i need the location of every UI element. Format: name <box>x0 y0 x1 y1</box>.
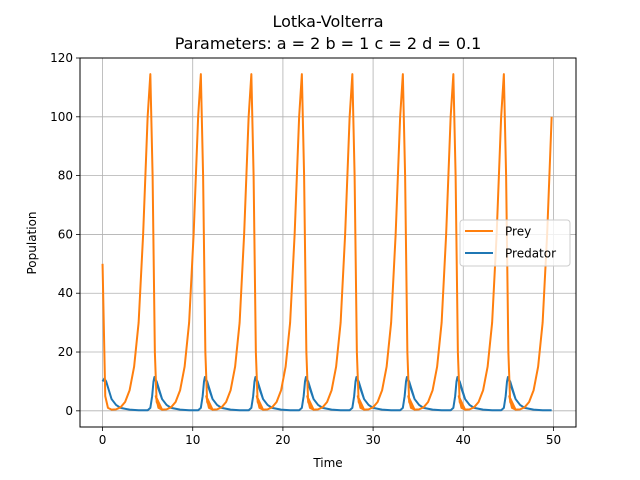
plot-frame <box>79 57 577 428</box>
x-tick-label: 0 <box>99 433 107 447</box>
y-tick-label: 60 <box>58 227 73 241</box>
chart-subtitle: Parameters: a = 2 b = 1 c = 2 d = 0.1 <box>175 34 482 53</box>
legend-predator-label: Predator <box>505 247 556 261</box>
y-tick-label: 80 <box>58 169 73 183</box>
y-axis-label: Population <box>25 211 39 274</box>
y-tick-label: 20 <box>58 345 73 359</box>
y-tick-label: 40 <box>58 286 73 300</box>
y-tick-label: 0 <box>65 404 73 418</box>
axis-ticks: 0 10 20 30 40 50 0 20 40 60 80 100 120 <box>50 51 561 447</box>
chart-title: Lotka-Volterra <box>272 12 383 31</box>
prey-line <box>101 73 553 411</box>
x-tick-label: 30 <box>365 433 380 447</box>
x-tick-label: 50 <box>546 433 561 447</box>
legend-prey-label: Prey <box>505 225 531 239</box>
legend: Prey Predator <box>459 219 571 267</box>
predator-line <box>101 376 552 412</box>
x-tick-label: 20 <box>275 433 290 447</box>
x-axis-label: Time <box>312 456 342 470</box>
x-tick-label: 40 <box>456 433 471 447</box>
y-tick-label: 120 <box>50 51 73 65</box>
plot-lines <box>101 73 553 412</box>
y-tick-label: 100 <box>50 110 73 124</box>
x-tick-label: 10 <box>185 433 200 447</box>
